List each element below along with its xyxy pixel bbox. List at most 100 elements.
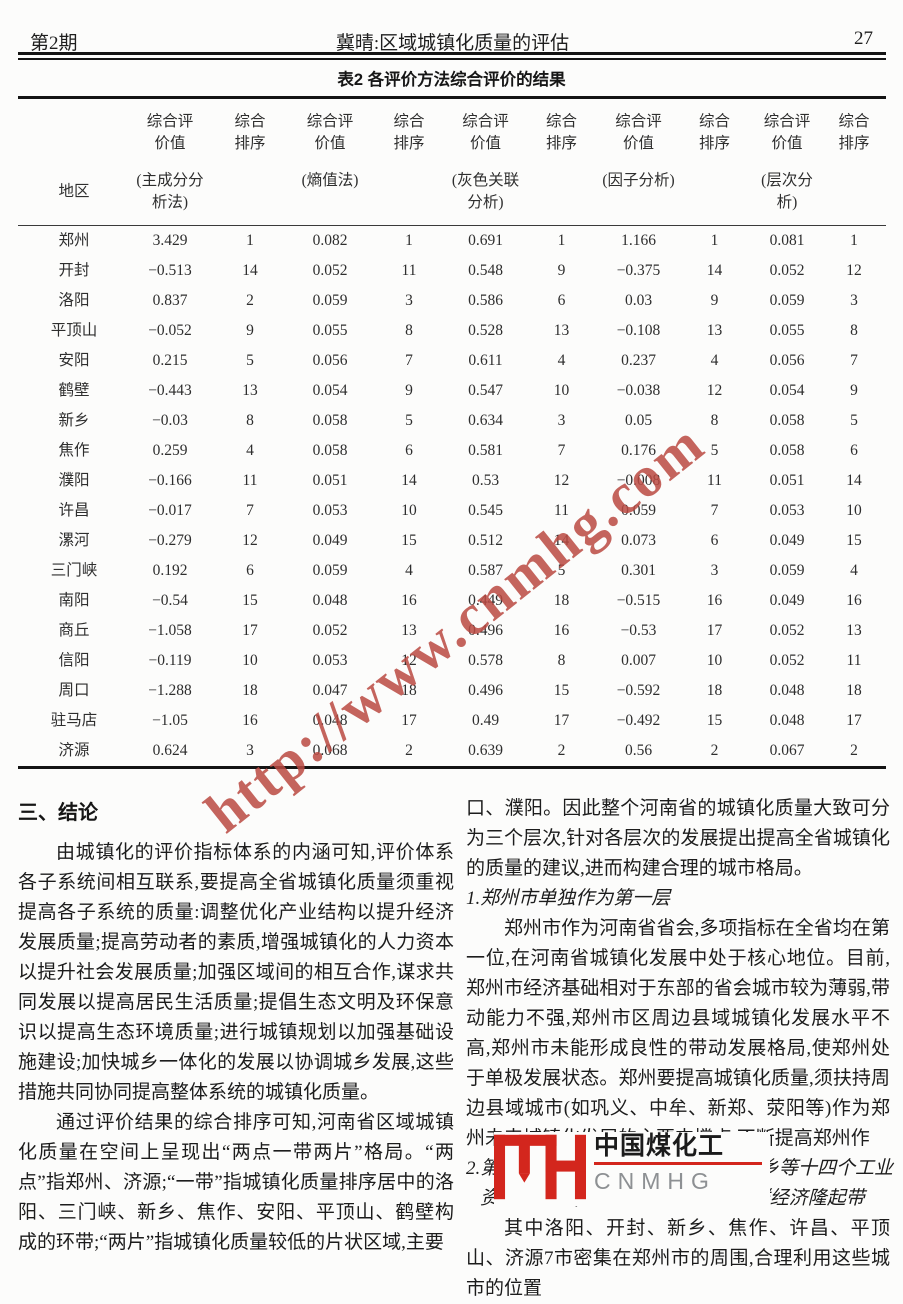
rank-cell: 8 (405, 322, 413, 339)
rank-cell: 11 (242, 472, 258, 489)
conclusion-heading: 三、结论 (18, 802, 98, 824)
value-cell: 0.56 (624, 742, 653, 759)
right-paragraph-2: 郑州市作为河南省省会,多项指标在全省均在第一位,在河南省城镇化发展中处于核心地位… (466, 918, 890, 1149)
rank-cell: 3 (710, 562, 719, 579)
rank-cell: 18 (401, 682, 417, 699)
region-cell: 郑州 (58, 232, 90, 249)
table-row: 濮阳 −0.166 11 0.051 14 0.53 12 −0.008 11 0.051 14 (18, 466, 886, 496)
rank-cell: 16 (846, 592, 862, 609)
logo-brand-cn: 中国煤化工 (594, 1132, 725, 1160)
right-column: 口、濮阳。因此整个河南省的城镇化质量大致可分为三个层次,针对各层次的发展提出提高… (466, 794, 893, 1304)
rank-cell: 16 (706, 592, 723, 609)
value-cell: −0.592 (616, 682, 661, 699)
rank-cell: 4 (850, 562, 858, 579)
table-row: 三门峡 0.192 6 0.059 4 0.587 5 0.301 3 0.059 4 (18, 556, 886, 586)
value-cell: −0.513 (148, 262, 192, 279)
conclusion-paragraph-2: 通过评价结果的综合排序可知,河南省区域城镇化质量在空间上呈现出“两点一带两片”格… (18, 1112, 454, 1253)
logo-text-block: 中国煤化工 CNMHG (594, 1132, 762, 1196)
value-cell: 0.03 (624, 292, 653, 309)
value-cell: −0.492 (616, 712, 661, 729)
region-header-cell: 地区 (58, 183, 90, 200)
rank-cell: 5 (405, 412, 413, 429)
rank-cell: 3 (850, 292, 858, 309)
rank-cell: 1 (850, 232, 858, 249)
rank-cell: 1 (557, 232, 566, 249)
value-cell: 0.052 (312, 622, 348, 639)
value-cell: 0.056 (312, 352, 348, 369)
rank-cell: 4 (710, 352, 719, 369)
conclusion-paragraph-1: 由城镇化的评价指标体系的内涵可知,评价体系各子系统间相互联系,要提高全省城镇化质… (18, 842, 454, 1103)
table-row: 郑州 3.429 1 0.082 1 0.691 1 1.166 1 0.081 1 (18, 226, 886, 257)
value-cell: 0.837 (152, 292, 188, 309)
rank-cell: 15 (846, 532, 862, 549)
rank-cell: 5 (850, 412, 858, 429)
value-cell: 0.055 (312, 322, 348, 339)
value-cell: 0.059 (769, 562, 805, 579)
rank-cell: 6 (246, 562, 254, 579)
rank-cell: 12 (242, 532, 258, 549)
rank-cell: 17 (553, 712, 570, 729)
rank-cell: 17 (242, 622, 258, 639)
rank-header-cell-1: 综合 排序 (234, 113, 266, 152)
region-cell: 商丘 (58, 622, 90, 639)
subsection-1-heading: 1.郑州市单独作为第一层 (466, 888, 671, 909)
value-cell: 0.192 (152, 562, 188, 579)
value-cell: 0.059 (312, 562, 348, 579)
rank-cell: 18 (706, 682, 723, 699)
rank-cell: 5 (557, 562, 566, 579)
logo-red-rule (594, 1162, 762, 1165)
rank-cell: 11 (401, 262, 417, 279)
table-row: 开封 −0.513 14 0.052 11 0.548 9 −0.375 14 0.052 12 (18, 256, 886, 286)
value-header-cell-5: 综合评 价值 (层次分析) (761, 113, 813, 211)
rank-cell: 13 (401, 622, 417, 639)
rank-cell: 9 (246, 322, 254, 339)
cnmhg-logo-icon (494, 1134, 586, 1200)
value-cell: 0.048 (769, 682, 805, 699)
rank-cell: 2 (246, 292, 254, 309)
region-cell: 南阳 (58, 592, 90, 609)
value-cell: 0.059 (312, 292, 348, 309)
rank-cell: 15 (706, 712, 723, 729)
value-cell: −0.03 (152, 412, 188, 429)
value-cell: 0.054 (312, 382, 348, 399)
cnmhg-logo: 中国煤化工 CNMHG (494, 1132, 770, 1206)
value-cell: 0.047 (312, 682, 348, 699)
rank-cell: 7 (710, 502, 719, 519)
rank-cell: 2 (557, 742, 566, 759)
rank-cell: 16 (553, 622, 570, 639)
value-cell: 0.634 (468, 412, 503, 429)
rank-cell: 14 (553, 532, 570, 549)
rank-cell: 3 (557, 412, 566, 429)
value-cell: 0.055 (769, 322, 805, 339)
rank-cell: 12 (401, 652, 417, 669)
rank-cell: 15 (553, 682, 570, 699)
rank-cell: 12 (846, 262, 862, 279)
rank-cell: 17 (846, 712, 862, 729)
region-cell: 洛阳 (58, 292, 90, 309)
rank-cell: 8 (246, 412, 254, 429)
value-cell: 0.301 (621, 562, 656, 579)
table-row: 漯河 −0.279 12 0.049 15 0.512 14 0.073 6 0.049 15 (18, 526, 886, 556)
table-row: 洛阳 0.837 2 0.059 3 0.586 6 0.03 9 0.059 3 (18, 286, 886, 316)
conclusion-column: 三、结论 由城镇化的评价指标体系的内涵可知,评价体系各子系统间相互联系,要提高全… (18, 794, 454, 1258)
rank-cell: 18 (553, 592, 570, 609)
table-row: 南阳 −0.54 15 0.048 16 0.449 18 −0.515 16 0.049 16 (18, 586, 886, 616)
rank-cell: 8 (850, 322, 858, 339)
region-cell: 济源 (58, 742, 90, 759)
value-header-cell-4: 综合评 价值 (因子分析) (602, 113, 675, 189)
value-cell: 0.624 (152, 742, 188, 759)
table-row: 鹤壁 −0.443 13 0.054 9 0.547 10 −0.038 12 0.054 9 (18, 376, 886, 406)
table-row: 许昌 −0.017 7 0.053 10 0.545 11 0.059 7 0.053 10 (18, 496, 886, 526)
value-cell: −0.038 (616, 382, 661, 399)
value-cell: −1.058 (148, 622, 192, 639)
rank-cell: 6 (405, 442, 413, 459)
rank-cell: 16 (242, 712, 258, 729)
rank-cell: 9 (710, 292, 719, 309)
rank-cell: 2 (850, 742, 858, 759)
rank-cell: 7 (405, 352, 413, 369)
rank-cell: 1 (710, 232, 719, 249)
rank-cell: 8 (710, 412, 719, 429)
table-row: 平顶山 −0.052 9 0.055 8 0.528 13 −0.108 13 0.055 8 (18, 316, 886, 346)
rank-cell: 9 (850, 382, 858, 399)
running-title: 冀晴:区域城镇化质量的评估 (335, 33, 570, 54)
